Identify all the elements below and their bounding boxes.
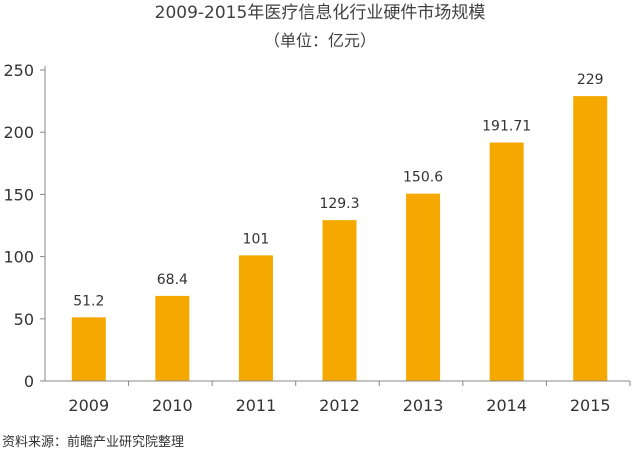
value-label-2012: 129.3: [319, 196, 359, 212]
x-tick-label-2015: 2015: [570, 396, 611, 415]
value-label-2014: 191.71: [482, 119, 531, 135]
bar-2013: [406, 193, 441, 381]
value-label-2009: 51.2: [73, 293, 104, 309]
value-label-2011: 101: [243, 231, 270, 247]
chart-title-block: 2009-2015年医疗信息化行业硬件市场规模 （单位：亿元）: [0, 2, 640, 52]
value-label-2015: 229: [577, 72, 604, 88]
bar-2012: [322, 220, 357, 381]
bar-2010: [155, 295, 190, 381]
value-label-2013: 150.6: [403, 170, 443, 186]
y-tick-label: 100: [3, 248, 34, 267]
chart-title: 2009-2015年医疗信息化行业硬件市场规模: [154, 3, 486, 23]
x-tick-label-2014: 2014: [486, 396, 527, 415]
y-tick-label: 250: [3, 61, 34, 80]
y-tick-label: 200: [3, 123, 34, 142]
x-tick-label-2013: 2013: [403, 396, 444, 415]
bar-2014: [489, 142, 524, 381]
bars-group: [71, 96, 608, 382]
source-note: 资料来源：前瞻产业研究院整理: [2, 435, 185, 450]
x-tick-label-2010: 2010: [152, 396, 193, 415]
x-axis: 2009 2010 2011 2012 2013 2014 2015: [45, 380, 631, 415]
bar-2011: [238, 255, 273, 381]
x-tick-label-2012: 2012: [319, 396, 360, 415]
y-axis: 0 50 100 150 200 250: [3, 61, 46, 391]
y-tick-label: 150: [3, 185, 34, 204]
y-tick-label: 50: [14, 310, 34, 329]
chart-subtitle: （单位：亿元）: [263, 31, 376, 50]
value-label-2010: 68.4: [157, 272, 188, 288]
y-tick-label: 0: [24, 372, 34, 391]
bar-2009: [71, 317, 106, 381]
x-tick-label-2011: 2011: [236, 396, 277, 415]
value-labels-group: 51.2 68.4 101 129.3 150.6 191.71 229: [73, 72, 603, 309]
x-tick-label-2009: 2009: [68, 396, 109, 415]
bar-2015: [573, 96, 608, 382]
